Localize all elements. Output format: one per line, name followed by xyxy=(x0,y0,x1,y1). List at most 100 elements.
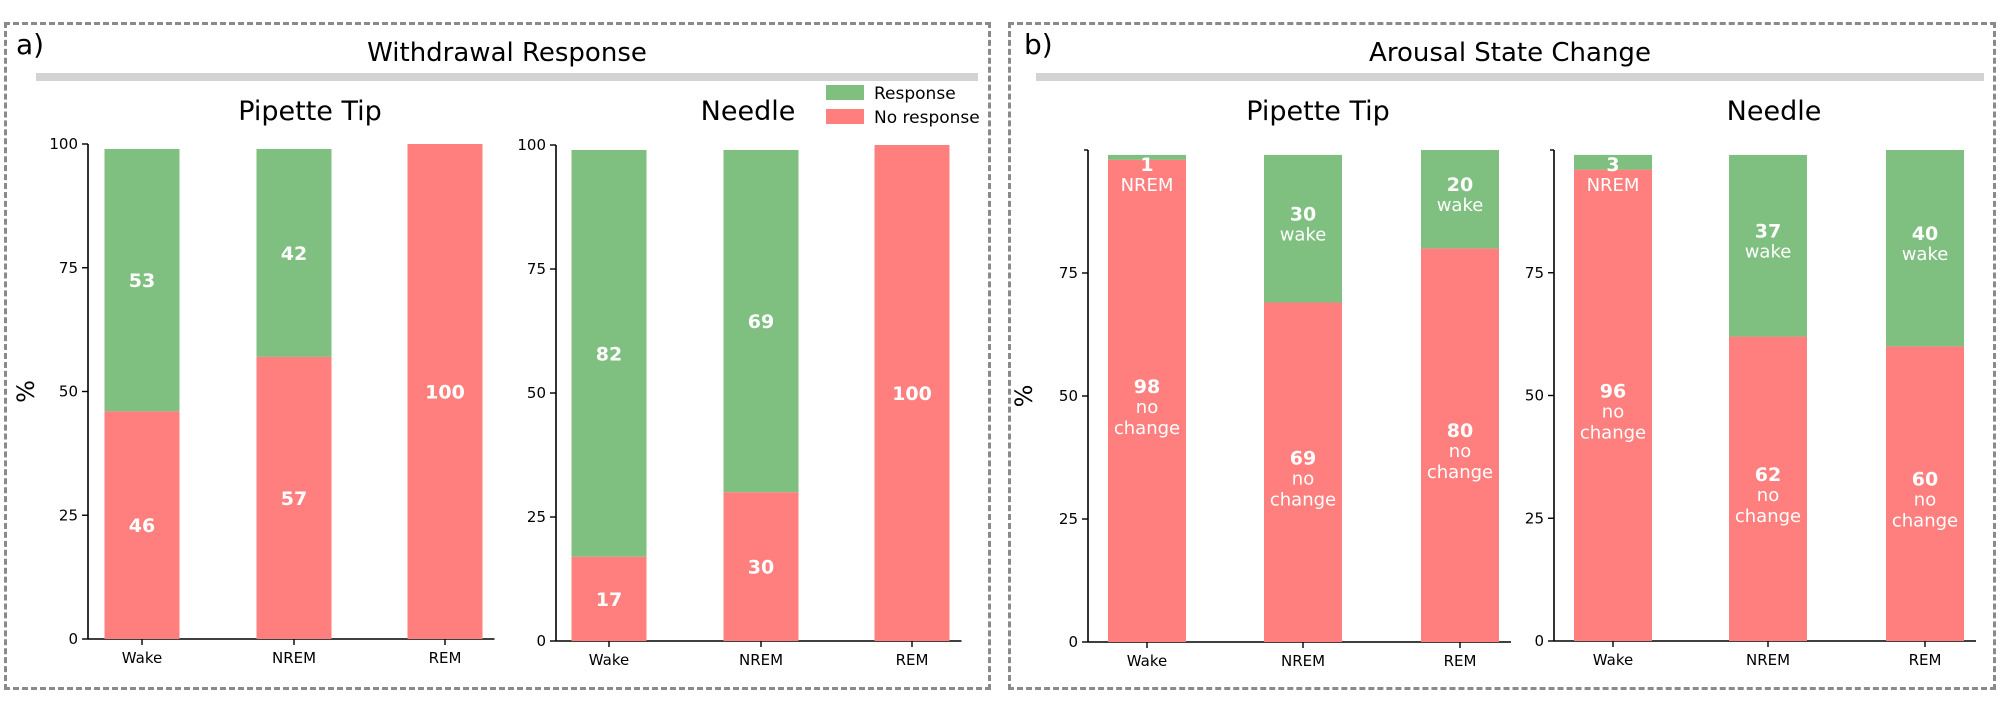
y-tick-label: 0 xyxy=(68,630,78,648)
bar-value-label: 80 xyxy=(1447,420,1473,442)
bar-note-label: no xyxy=(1602,401,1624,422)
bar-segment-upper xyxy=(1108,154,1186,160)
x-tick-label: NREM xyxy=(272,649,316,667)
y-tick-label: 75 xyxy=(59,259,78,277)
bar-segment-lower xyxy=(1729,336,1807,641)
bar-segment-lower xyxy=(1264,302,1342,642)
bar-value-label: 20 xyxy=(1447,174,1473,196)
y-tick-label: 50 xyxy=(59,383,78,401)
x-tick-label: NREM xyxy=(1281,652,1325,670)
x-tick-label: REM xyxy=(896,651,929,669)
legend-swatch xyxy=(826,85,864,100)
panel-a-heading-rule xyxy=(36,73,978,81)
bar-note-label: no xyxy=(1449,441,1471,462)
bar-note-label: wake xyxy=(1745,242,1792,263)
bar-segment-upper xyxy=(1729,154,1807,337)
legend-label: No response xyxy=(874,108,980,128)
legend-swatch xyxy=(826,109,864,124)
bar-value-label: 82 xyxy=(596,343,622,365)
legend-label: Response xyxy=(874,84,956,104)
bar-value-label: 96 xyxy=(1600,380,1626,402)
bar-value-label: 62 xyxy=(1755,464,1781,486)
bar-note-label: wake xyxy=(1280,225,1327,246)
panel-a-letter: a) xyxy=(16,28,45,61)
y-tick-label: 0 xyxy=(1534,632,1544,650)
y-tick-label: 100 xyxy=(49,135,78,153)
chart-1: Pipette Tip% 0 25 50 75 100 46 53 Wake 57 42 NREM 10… xyxy=(12,96,495,667)
bar-value-label: 98 xyxy=(1134,376,1160,398)
y-tick-label: 25 xyxy=(59,506,78,524)
bar-segment-lower xyxy=(1886,346,1964,641)
panel-b-letter: b) xyxy=(1024,28,1053,61)
bar-segment-upper xyxy=(571,149,647,557)
x-tick-label: REM xyxy=(1909,651,1942,669)
y-tick-label: 100 xyxy=(517,136,546,154)
y-tick-label: 50 xyxy=(527,384,546,402)
panel-a-heading: Withdrawal Response xyxy=(367,38,647,68)
y-tick-label: 25 xyxy=(1525,509,1544,527)
bar-segment-lower xyxy=(1574,169,1652,641)
x-tick-label: REM xyxy=(1444,652,1477,670)
bar-note-label: NREM xyxy=(1121,175,1174,196)
bar-segment-lower xyxy=(1108,159,1186,642)
bar-value-label: 100 xyxy=(425,382,465,404)
bar-segment-upper xyxy=(1886,150,1964,347)
bar-value-label: 100 xyxy=(892,383,932,405)
bar-note-label: no xyxy=(1757,485,1779,506)
bar-segment-lower xyxy=(256,356,332,639)
chart-title: Pipette Tip xyxy=(238,96,382,127)
bar-value-label: 69 xyxy=(1290,447,1316,469)
bar-note-label: no xyxy=(1914,490,1936,511)
bar-segment-upper xyxy=(1264,154,1342,303)
bar-value-label: 57 xyxy=(281,488,307,510)
bar-segment-lower xyxy=(1421,248,1499,642)
bar-segment-lower xyxy=(571,556,647,641)
bar-value-label: 69 xyxy=(748,311,774,333)
y-tick-label: 75 xyxy=(1525,264,1544,282)
bar-note-label: change xyxy=(1580,422,1646,443)
y-tick-label: 0 xyxy=(536,632,546,650)
bar-note-label: no xyxy=(1136,397,1158,418)
chart-2: Needle 0 25 50 75 100 17 82 Wake 30 69 NREM 100 REM xyxy=(517,96,962,669)
panel-a-frame xyxy=(4,22,991,690)
y-axis-label: % xyxy=(12,380,40,403)
bar-segment-upper xyxy=(723,149,799,493)
bar-segment-upper xyxy=(104,148,180,412)
chart-3: Pipette Tip%025507598nochange1NREMWake69… xyxy=(1010,96,1511,670)
bar-value-label: 3 xyxy=(1606,154,1619,176)
panel-b-frame xyxy=(1008,22,1996,690)
chart-4: Needle025507596nochange3NREMWake62nochan… xyxy=(1525,96,1976,669)
bar-note-label: no xyxy=(1292,468,1314,489)
y-tick-label: 25 xyxy=(1059,510,1078,528)
chart-title: Needle xyxy=(1727,96,1822,127)
x-tick-label: REM xyxy=(429,649,462,667)
x-tick-label: NREM xyxy=(739,651,783,669)
y-axis-label: % xyxy=(1010,385,1038,408)
bar-value-label: 30 xyxy=(1290,204,1316,226)
y-tick-label: 75 xyxy=(1059,264,1078,282)
bar-note-label: NREM xyxy=(1587,175,1640,196)
bar-segment-lower xyxy=(874,145,950,641)
panel-b-heading-rule xyxy=(1036,73,1984,81)
y-tick-label: 50 xyxy=(1059,387,1078,405)
y-tick-label: 75 xyxy=(527,260,546,278)
bar-segment-lower xyxy=(407,144,483,639)
bar-segment-upper xyxy=(256,148,332,357)
bar-value-label: 40 xyxy=(1912,223,1938,245)
charts-layer: Pipette Tip% 0 25 50 75 100 46 53 Wake 57 42 NREM 10… xyxy=(12,96,1976,670)
bar-value-label: 42 xyxy=(281,243,307,265)
bar-note-label: change xyxy=(1427,462,1493,483)
x-tick-label: Wake xyxy=(589,651,629,669)
chart-title: Pipette Tip xyxy=(1246,96,1390,127)
y-tick-label: 50 xyxy=(1525,387,1544,405)
chart-title: Needle xyxy=(701,96,796,127)
bar-note-label: change xyxy=(1270,489,1336,510)
bar-value-label: 46 xyxy=(129,515,155,537)
x-tick-label: Wake xyxy=(122,649,162,667)
y-tick-label: 25 xyxy=(527,508,546,526)
bar-note-label: wake xyxy=(1437,195,1484,216)
bar-value-label: 53 xyxy=(129,270,155,292)
bar-value-label: 37 xyxy=(1755,221,1781,243)
x-tick-label: NREM xyxy=(1746,651,1790,669)
